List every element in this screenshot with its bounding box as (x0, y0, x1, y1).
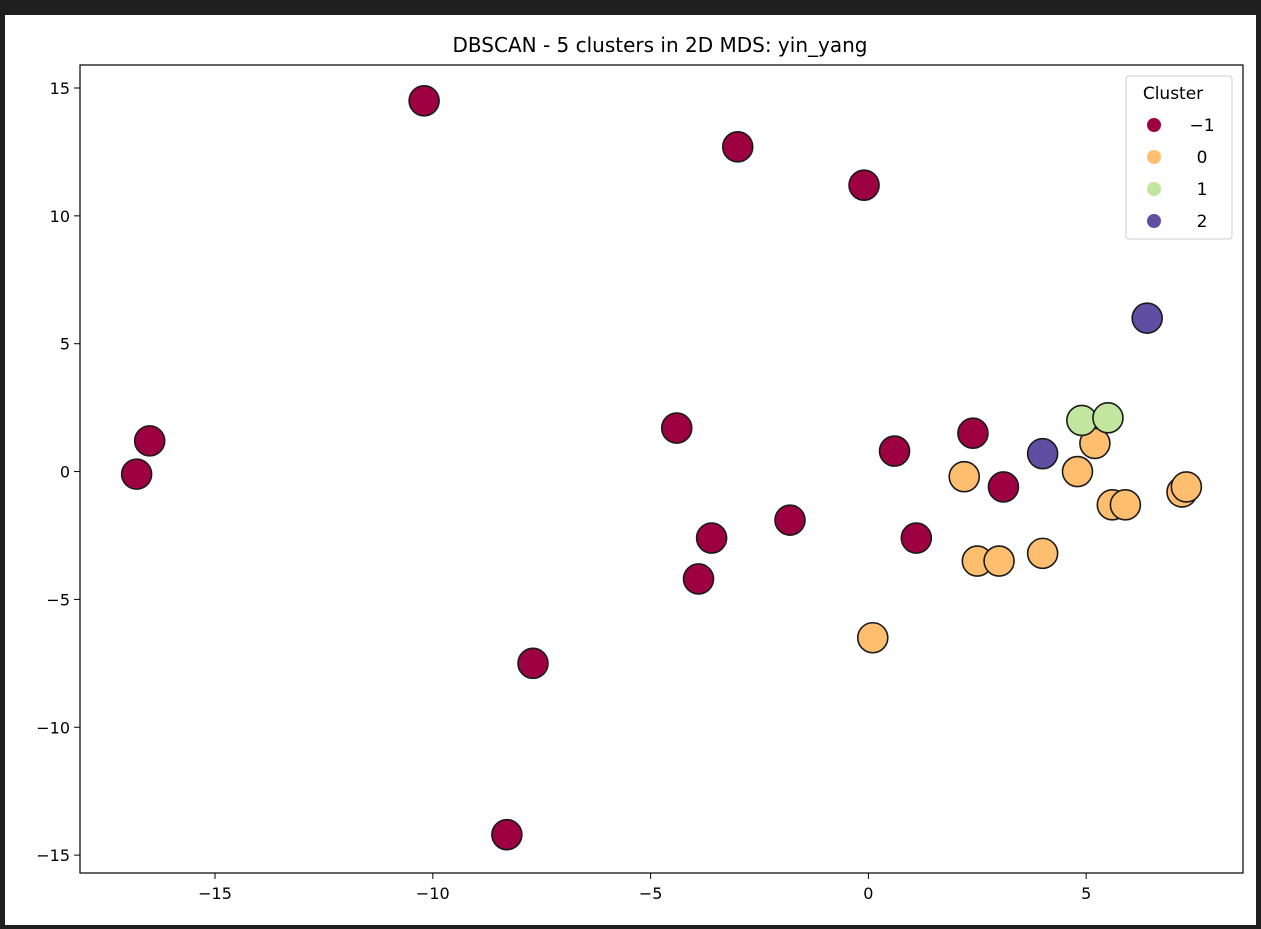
x-tick-label: −5 (639, 884, 663, 903)
plot-area-frame (79, 64, 1244, 874)
legend-marker (1147, 118, 1161, 132)
axes: −15 −10 −5 0 5 15 10 5 0 −5 −10 −15 (36, 79, 1091, 903)
y-tick-label: 5 (60, 335, 70, 354)
chart-title: DBSCAN - 5 clusters in 2D MDS: yin_yang (453, 33, 868, 57)
y-tick-label: −15 (36, 846, 70, 865)
data-point (900, 522, 933, 554)
data-point (848, 169, 880, 201)
data-point (983, 545, 1015, 577)
x-tick-label: −10 (416, 884, 450, 903)
data-point (660, 412, 693, 444)
series-group (1066, 402, 1124, 437)
scatter-chart: DBSCAN - 5 clusters in 2D MDS: yin_yang … (36, 33, 1244, 903)
data-point (856, 621, 889, 654)
y-tick-label: 0 (60, 463, 70, 482)
y-tick-label: −10 (36, 718, 70, 737)
data-point (1170, 471, 1203, 503)
series-group (120, 84, 1020, 851)
data-point (517, 647, 549, 680)
legend-label: 1 (1197, 180, 1208, 200)
data-point (987, 471, 1020, 503)
legend-marker (1147, 182, 1161, 196)
data-point (774, 504, 806, 536)
legend: Cluster −1 0 1 2 (1125, 75, 1233, 240)
data-point (408, 84, 440, 117)
data-point (1061, 455, 1094, 488)
data-point (1092, 402, 1124, 434)
x-tick-label: 0 (863, 884, 873, 903)
y-tick-label: 15 (50, 79, 70, 98)
data-point (721, 131, 754, 163)
x-tick-label: −15 (198, 884, 232, 903)
data-point (1066, 404, 1098, 437)
data-point (120, 458, 153, 490)
legend-marker (1147, 214, 1161, 228)
y-tick-label: −5 (46, 590, 70, 609)
legend-marker (1147, 150, 1161, 164)
series-group (856, 427, 1203, 654)
data-point (957, 417, 989, 450)
data-point (133, 425, 166, 457)
data-point (682, 563, 715, 595)
legend-label: 0 (1197, 148, 1208, 168)
y-tick-label: 10 (50, 207, 70, 226)
data-point (1109, 488, 1142, 521)
series-group (1026, 302, 1163, 470)
data-point (1026, 437, 1059, 470)
chart-marks (120, 84, 1203, 851)
data-point (695, 522, 728, 554)
data-point (1026, 537, 1059, 570)
data-point (948, 460, 981, 493)
legend-box (1125, 75, 1233, 240)
figure-canvas: DBSCAN - 5 clusters in 2D MDS: yin_yang … (5, 15, 1256, 925)
data-point (491, 818, 523, 851)
legend-label: −1 (1189, 116, 1214, 136)
legend-title: Cluster (1143, 84, 1203, 104)
legend-label: 2 (1197, 212, 1208, 232)
data-point (1131, 302, 1163, 334)
x-tick-label: 5 (1081, 884, 1091, 903)
data-point (878, 435, 911, 467)
